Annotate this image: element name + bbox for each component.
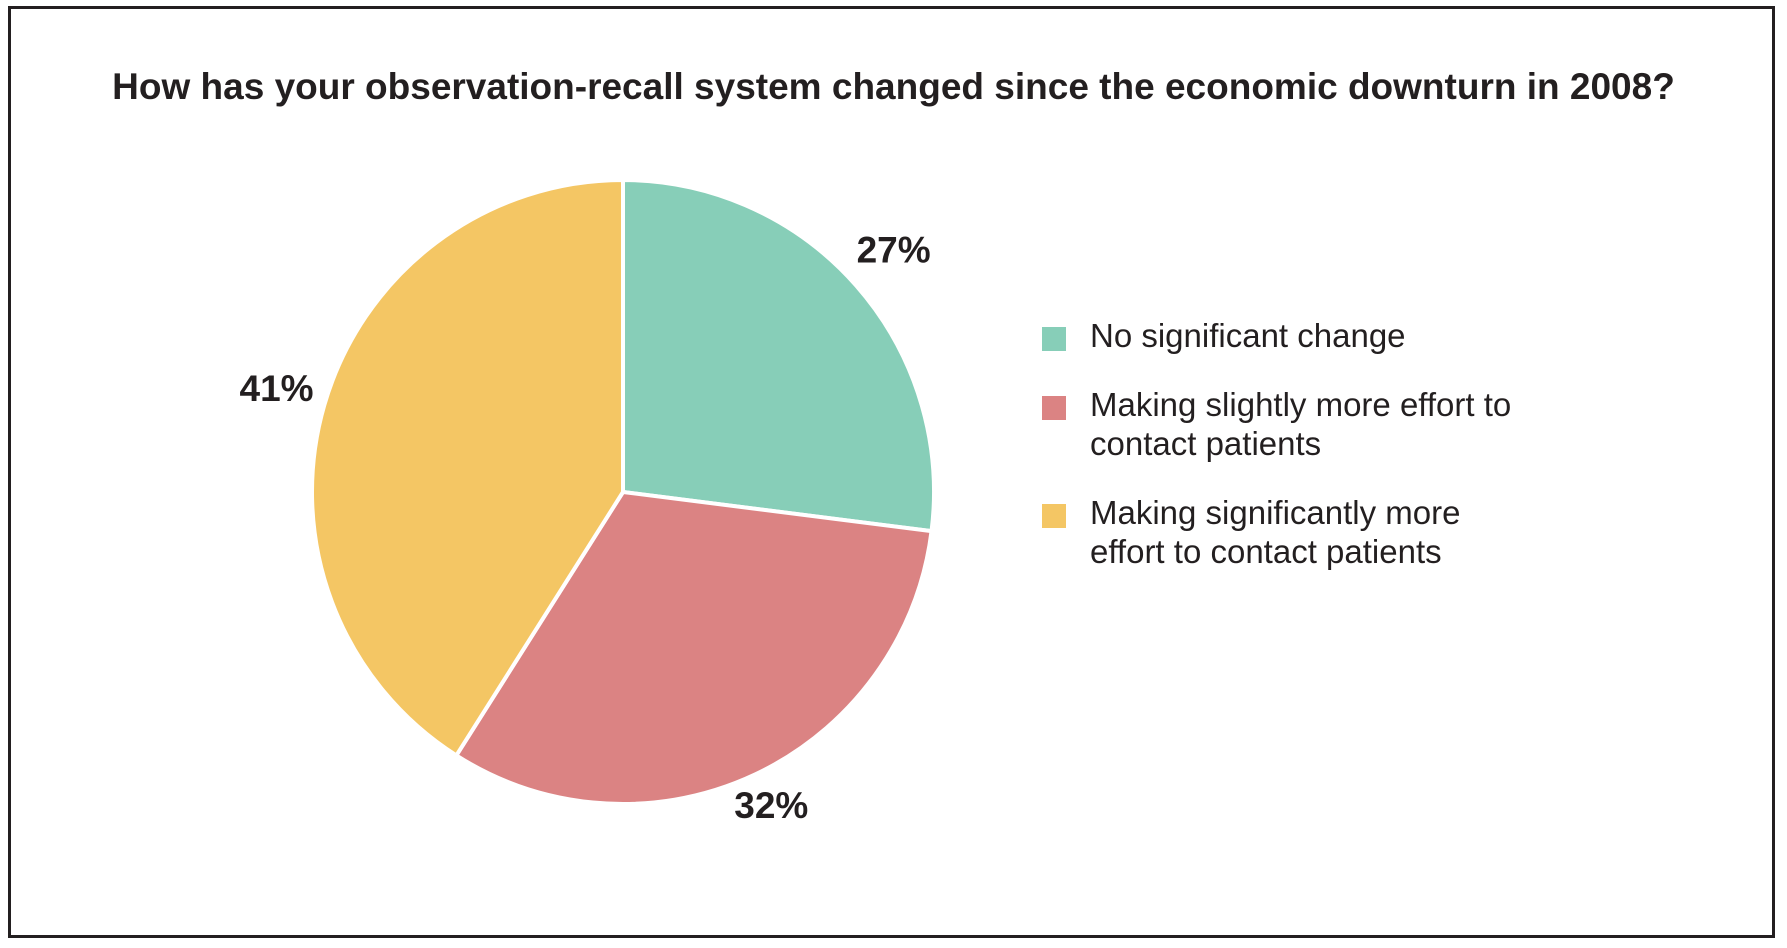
- legend-label-line: Making significantly more: [1090, 494, 1461, 531]
- legend-item-no-change: No significant change: [1042, 316, 1602, 355]
- legend: No significant change Making slightly mo…: [1042, 316, 1602, 601]
- legend-label-line: Making slightly more effort to: [1090, 386, 1512, 423]
- legend-label-line: No significant change: [1090, 317, 1406, 354]
- legend-item-significantly-more-effort: Making significantly more effort to cont…: [1042, 493, 1602, 571]
- legend-swatch: [1042, 327, 1066, 351]
- legend-label-line: effort to contact patients: [1090, 533, 1442, 570]
- chart-title: How has your observation-recall system c…: [112, 66, 1675, 107]
- legend-swatch: [1042, 504, 1066, 528]
- legend-item-slightly-more-effort: Making slightly more effort to contact p…: [1042, 385, 1602, 463]
- slice-data-label: 41%: [240, 368, 314, 409]
- pie-slice: [310, 178, 625, 758]
- legend-swatch: [1042, 396, 1066, 420]
- legend-label-line: contact patients: [1090, 425, 1322, 462]
- slice-data-label: 27%: [857, 229, 931, 270]
- pie-slice: [621, 178, 936, 534]
- slice-data-label: 32%: [734, 785, 808, 826]
